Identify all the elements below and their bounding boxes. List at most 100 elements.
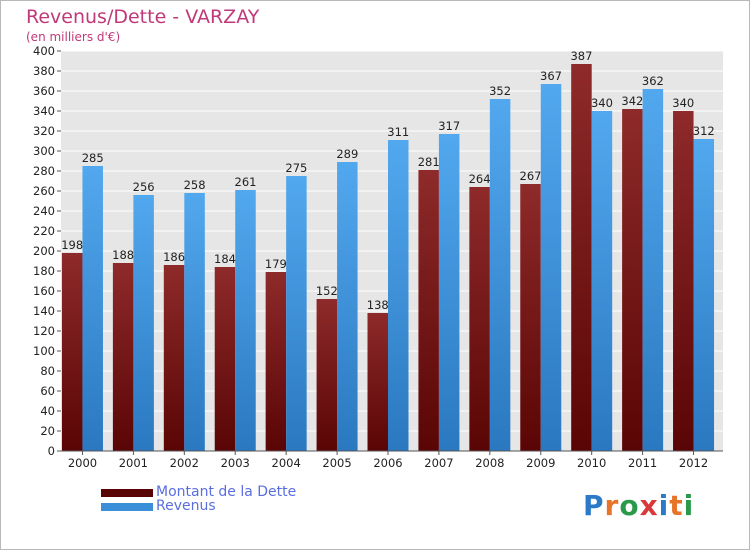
bar-debt [112, 263, 134, 451]
bar-revenus [489, 99, 511, 451]
bar-debt [571, 64, 592, 451]
data-label-debt: 152 [316, 284, 338, 298]
data-label-debt: 186 [163, 250, 185, 264]
logo-letter: P [583, 489, 605, 522]
y-tick-label: 300 [33, 144, 55, 158]
x-tick-label: 2005 [322, 456, 351, 470]
y-tick-label: 340 [33, 104, 55, 118]
x-tick-label: 2004 [272, 456, 301, 470]
x-tick-label: 2010 [577, 456, 606, 470]
bar-debt [622, 109, 643, 451]
y-tick-label: 240 [33, 204, 55, 218]
data-label-debt: 281 [418, 155, 440, 169]
logo-letter: t [669, 489, 684, 522]
data-label-revenus: 275 [285, 161, 307, 175]
y-tick-label: 160 [33, 284, 55, 298]
y-tick-label: 0 [48, 444, 55, 458]
y-tick-label: 180 [33, 264, 55, 278]
data-label-debt: 264 [469, 172, 491, 186]
x-tick-label: 2009 [526, 456, 555, 470]
bar-revenus [540, 84, 562, 451]
data-label-revenus: 312 [693, 124, 715, 138]
y-tick-label: 260 [33, 184, 55, 198]
bar-debt [214, 267, 236, 451]
data-label-revenus: 340 [591, 96, 613, 110]
data-label-revenus: 367 [540, 69, 562, 83]
data-label-debt: 184 [214, 252, 236, 266]
proxiti-logo: Proxiti [583, 489, 694, 522]
bar-debt [265, 272, 287, 451]
data-label-debt: 188 [112, 248, 134, 262]
x-tick-label: 2001 [119, 456, 148, 470]
y-axis-ticks: 0 20 40 60 80 100 120 140 160 180 200 220 240 260 280 3… [33, 44, 61, 458]
bar-debt [163, 265, 185, 451]
x-axis-ticks: 2000 2001 2002 2003 2004 2005 2006 2007 2008 2009… [68, 451, 708, 470]
bar-revenus [693, 139, 715, 451]
legend-label-debt: Montant de la Dette [156, 484, 297, 500]
bar-revenus [184, 193, 205, 451]
logo-letter: r [604, 489, 620, 522]
data-label-revenus: 258 [184, 178, 206, 192]
bar-debt [418, 170, 439, 451]
x-tick-label: 2008 [475, 456, 504, 470]
x-tick-label: 2012 [679, 456, 708, 470]
bar-revenus [286, 176, 307, 451]
bar-debt [520, 184, 541, 451]
bar-debt [367, 313, 388, 451]
y-tick-label: 20 [40, 424, 55, 438]
data-label-debt: 340 [672, 96, 694, 110]
data-label-revenus: 256 [133, 180, 155, 194]
data-label-revenus: 261 [235, 175, 257, 189]
bar-debt [673, 111, 694, 451]
data-label-revenus: 362 [642, 74, 664, 88]
chart-subtitle: (en milliers d'€) [26, 30, 121, 44]
x-tick-label: 2007 [424, 456, 453, 470]
bar-revenus [388, 140, 409, 451]
y-tick-label: 80 [40, 364, 55, 378]
x-tick-label: 2006 [373, 456, 402, 470]
y-tick-label: 140 [33, 304, 55, 318]
x-tick-label: 2003 [221, 456, 250, 470]
y-tick-label: 360 [33, 84, 55, 98]
logo-letter: i [683, 489, 695, 522]
data-label-revenus: 317 [438, 119, 460, 133]
data-label-debt: 179 [265, 257, 287, 271]
y-tick-label: 400 [33, 44, 55, 58]
y-tick-label: 320 [33, 124, 55, 138]
legend-swatch-revenus [101, 503, 153, 511]
data-label-debt: 198 [61, 238, 83, 252]
bar-debt [316, 299, 338, 451]
logo-letter: i [658, 489, 670, 522]
logo-letter: x [639, 489, 659, 522]
bar-revenus [133, 195, 154, 451]
x-tick-label: 2000 [68, 456, 97, 470]
bar-revenus [82, 166, 103, 451]
bar-revenus [642, 89, 664, 451]
bar-debt [469, 187, 490, 451]
bar-revenus [591, 111, 613, 451]
y-tick-label: 120 [33, 324, 55, 338]
y-tick-label: 60 [40, 384, 55, 398]
y-tick-label: 200 [33, 244, 55, 258]
data-label-revenus: 289 [336, 147, 358, 161]
data-labels: 198 285 188 256 186 258 184 261 179 275 152 289 138 3… [61, 49, 715, 312]
y-tick-label: 280 [33, 164, 55, 178]
legend-swatch-debt [101, 489, 153, 497]
bars [61, 64, 715, 451]
y-tick-label: 100 [33, 344, 55, 358]
data-label-revenus: 352 [489, 84, 511, 98]
bar-revenus [235, 190, 256, 451]
y-tick-label: 380 [33, 64, 55, 78]
bar-revenus [337, 162, 358, 451]
chart-title: Revenus/Dette - VARZAY [26, 6, 260, 28]
bar-revenus [438, 134, 460, 451]
data-label-debt: 267 [520, 169, 542, 183]
data-label-revenus: 311 [387, 125, 409, 139]
y-tick-label: 40 [40, 404, 55, 418]
x-tick-label: 2002 [170, 456, 199, 470]
data-label-revenus: 285 [82, 151, 104, 165]
data-label-debt: 342 [621, 94, 643, 108]
logo-letter: o [619, 489, 640, 522]
